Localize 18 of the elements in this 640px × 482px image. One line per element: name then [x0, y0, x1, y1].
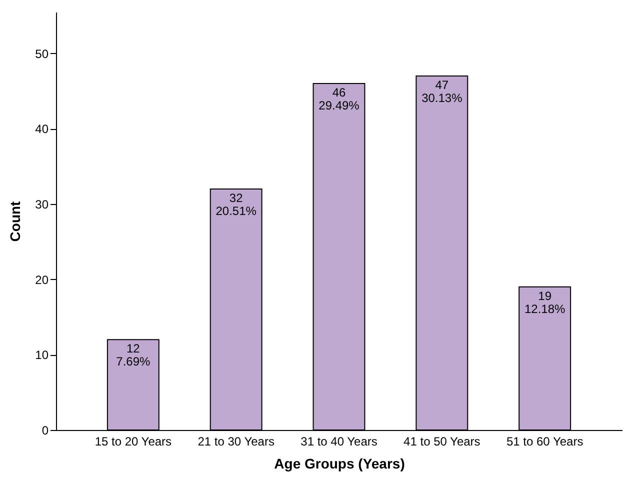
- data-label: 47 30.13%: [422, 78, 463, 106]
- y-tick-label: 50: [35, 46, 49, 61]
- data-label: 46 29.49%: [318, 86, 360, 113]
- data-label: 12 7.69%: [116, 342, 151, 369]
- y-axis-title: Count: [7, 200, 24, 242]
- y-tick-label: 40: [35, 122, 49, 136]
- y-tick-label: 20: [35, 272, 49, 287]
- data-label: 32 20.51%: [216, 190, 257, 218]
- x-tick-label: 21 to 30 Years: [198, 434, 274, 448]
- data-label: 19 12.18%: [524, 288, 566, 316]
- x-tick-label: 31 to 40 Years: [300, 434, 378, 448]
- x-tick-label: 51 to 60 Years: [506, 434, 584, 448]
- x-axis-title: Age Groups (Years): [274, 456, 405, 472]
- y-tick-label: 30: [35, 198, 49, 212]
- x-tick-label: 41 to 50 Years: [404, 434, 480, 448]
- y-tick-label: 0: [42, 424, 49, 438]
- y-tick-label: 10: [35, 348, 49, 362]
- x-tick-label: 15 to 20 Years: [94, 434, 172, 448]
